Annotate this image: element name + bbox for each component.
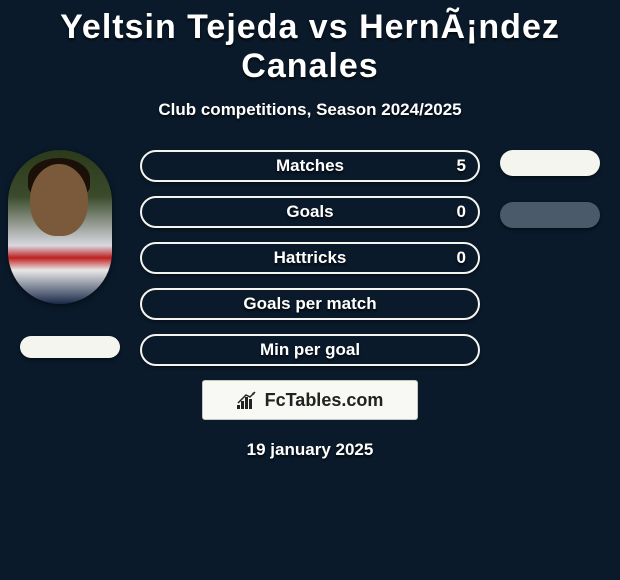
stat-rows: Matches 5 Goals 0 Hattricks 0 Goals per … — [140, 150, 480, 366]
page-title: Yeltsin Tejeda vs HernÃ¡ndez Canales — [0, 0, 620, 86]
stat-row-min-per-goal: Min per goal — [140, 334, 480, 366]
stats-area: Matches 5 Goals 0 Hattricks 0 Goals per … — [0, 150, 620, 366]
stat-row-goals-per-match: Goals per match — [140, 288, 480, 320]
stat-value-left: 0 — [457, 202, 466, 222]
avatar-head-shape — [30, 164, 88, 236]
stat-value-left: 0 — [457, 248, 466, 268]
stat-value-left: 5 — [457, 156, 466, 176]
side-pill-right-2 — [500, 202, 600, 228]
logo-text: FcTables.com — [265, 390, 384, 411]
stat-label: Hattricks — [274, 248, 347, 268]
fctables-icon — [237, 391, 259, 409]
subtitle: Club competitions, Season 2024/2025 — [0, 100, 620, 120]
logo-box: FcTables.com — [202, 380, 418, 420]
stat-row-hattricks: Hattricks 0 — [140, 242, 480, 274]
date-text: 19 january 2025 — [0, 440, 620, 460]
player-avatar-left — [8, 150, 112, 304]
stat-label: Min per goal — [260, 340, 360, 360]
stat-label: Goals per match — [243, 294, 376, 314]
stat-row-goals: Goals 0 — [140, 196, 480, 228]
side-pill-right-1 — [500, 150, 600, 176]
stat-row-matches: Matches 5 — [140, 150, 480, 182]
stat-label: Matches — [276, 156, 344, 176]
side-pill-left — [20, 336, 120, 358]
stat-label: Goals — [286, 202, 333, 222]
